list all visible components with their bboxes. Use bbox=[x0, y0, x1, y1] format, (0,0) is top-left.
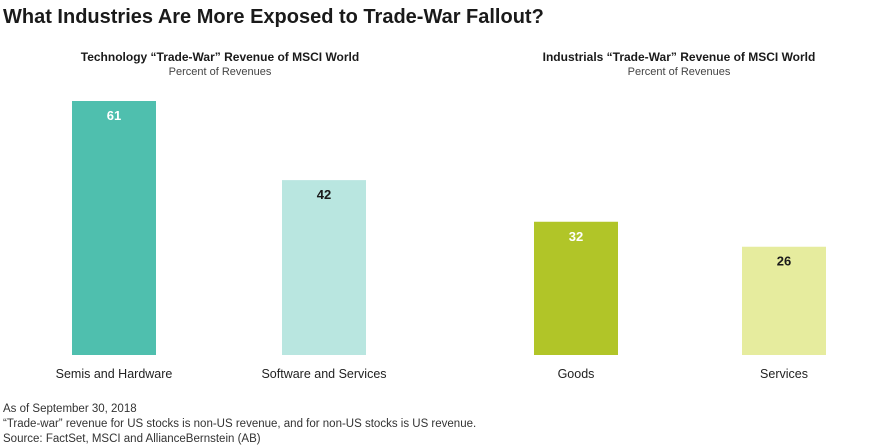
footnote-source: Source: FactSet, MSCI and AllianceBernst… bbox=[3, 433, 261, 445]
panel-title-industrials: Industrials “Trade-War” Revenue of MSCI … bbox=[542, 50, 816, 64]
data-label-goods: 32 bbox=[569, 229, 583, 244]
bar-services bbox=[742, 246, 826, 355]
footnotes: As of September 30, 2018 “Trade-war” rev… bbox=[3, 402, 476, 447]
bar-software-and-services bbox=[282, 180, 366, 355]
category-label-goods: Goods bbox=[558, 367, 595, 381]
data-label-semis-and-hardware: 61 bbox=[107, 108, 121, 123]
panel-title-technology: Technology “Trade-War” Revenue of MSCI W… bbox=[80, 50, 360, 64]
bar-semis-and-hardware bbox=[72, 101, 156, 355]
bar-goods bbox=[534, 221, 618, 355]
data-label-software-and-services: 42 bbox=[317, 187, 331, 202]
category-label-services: Services bbox=[760, 367, 808, 381]
panel-subtitle-industrials: Percent of Revenues bbox=[627, 66, 731, 78]
data-label-services: 26 bbox=[777, 254, 791, 269]
category-label-software-and-services: Software and Services bbox=[261, 367, 386, 381]
chart-title: What Industries Are More Exposed to Trad… bbox=[3, 6, 544, 28]
footnote-definition: “Trade-war” revenue for US stocks is non… bbox=[3, 418, 477, 430]
footnote-date: As of September 30, 2018 bbox=[3, 403, 137, 415]
category-label-semis-and-hardware: Semis and Hardware bbox=[56, 367, 173, 381]
panel-subtitle-technology: Percent of Revenues bbox=[168, 66, 272, 78]
